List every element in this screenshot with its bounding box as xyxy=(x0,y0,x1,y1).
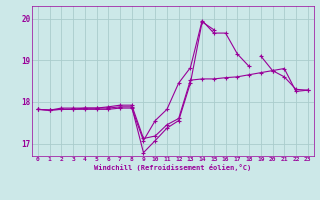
X-axis label: Windchill (Refroidissement éolien,°C): Windchill (Refroidissement éolien,°C) xyxy=(94,164,252,171)
